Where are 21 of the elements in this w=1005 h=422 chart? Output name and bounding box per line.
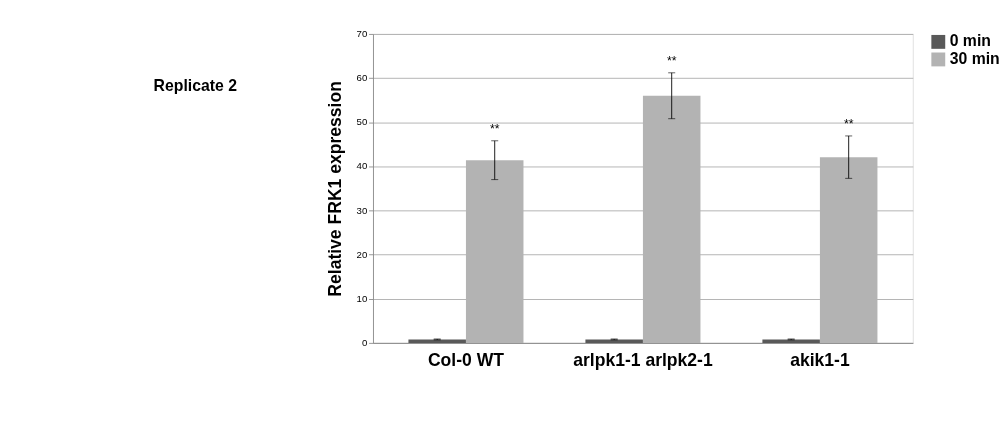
x-tick-label: Col-0 WT bbox=[427, 350, 505, 371]
bar bbox=[762, 339, 820, 343]
y-tick-label: 70 bbox=[356, 28, 368, 40]
y-tick-label: 50 bbox=[356, 116, 368, 128]
bar bbox=[585, 339, 643, 343]
bar bbox=[408, 339, 466, 343]
y-tick-label: 0 bbox=[361, 337, 368, 349]
y-tick-label: 10 bbox=[356, 292, 368, 304]
x-tick-label: arlpk1-1 arlpk2-1 bbox=[573, 350, 713, 371]
y-tick-label: 20 bbox=[356, 248, 368, 260]
annotation: ** bbox=[489, 121, 500, 136]
x-tick-label: akik1-1 bbox=[790, 350, 850, 371]
annotation: ** bbox=[843, 117, 854, 132]
legend-label: 30 min bbox=[949, 49, 1000, 67]
y-tick-label: 60 bbox=[356, 72, 368, 84]
annotation: ** bbox=[666, 53, 677, 68]
y-tick-label: 30 bbox=[356, 204, 368, 216]
legend-label: 0 min bbox=[949, 32, 991, 50]
text: Replicate 2 bbox=[153, 77, 238, 95]
y-axis-title: Relative FRK1 expression bbox=[324, 81, 345, 297]
y-tick-label: 40 bbox=[356, 160, 368, 172]
